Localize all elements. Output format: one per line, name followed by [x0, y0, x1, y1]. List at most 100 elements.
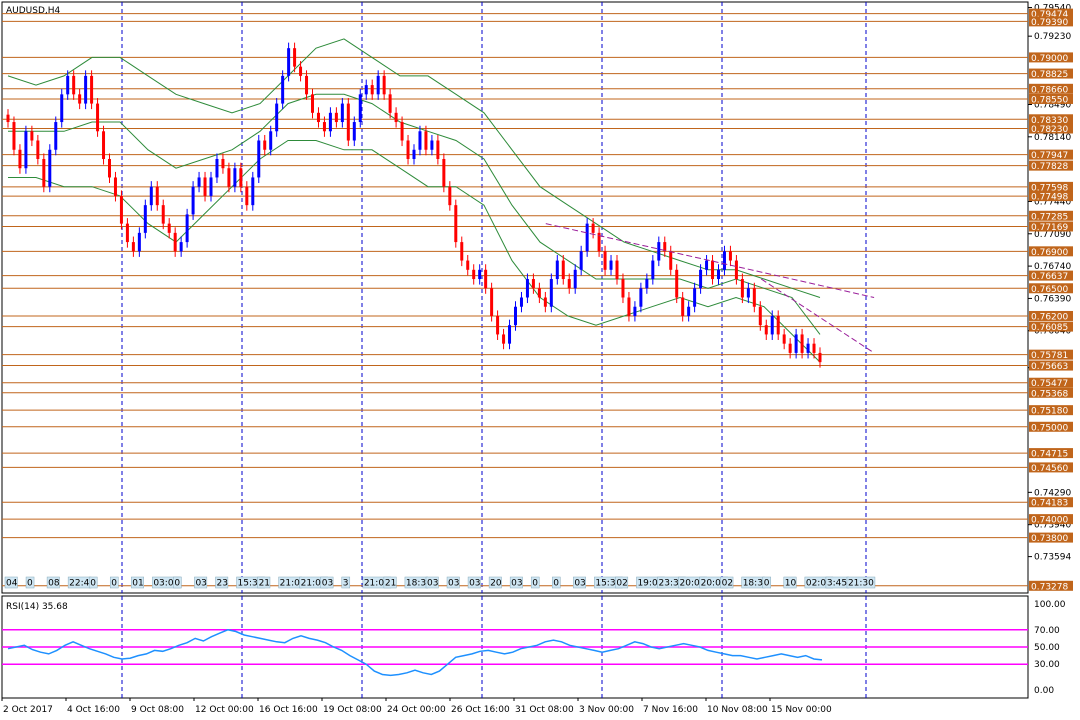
level-box	[1029, 149, 1073, 160]
level-label: 0.76200	[1031, 312, 1068, 322]
level-box	[1029, 462, 1073, 473]
time-box	[215, 576, 229, 589]
x-tick-label: 12 Oct 00:00	[195, 705, 254, 715]
candle-body	[96, 103, 100, 132]
candle-body	[370, 85, 374, 95]
level-box	[1029, 8, 1073, 19]
candle-body	[418, 131, 422, 150]
candle-body	[633, 306, 637, 316]
bollinger-mid	[8, 93, 821, 335]
rsi-tick-label: 30.00	[1034, 660, 1060, 670]
candle-body	[758, 306, 762, 326]
level-box	[1029, 270, 1073, 281]
candle-body	[514, 306, 517, 326]
x-tick-label: 10 Nov 08:00	[707, 705, 768, 715]
candle-body	[472, 269, 476, 280]
level-label: 0.73800	[1031, 534, 1068, 544]
x-tick-label: 9 Oct 08:00	[131, 705, 184, 715]
candle-body	[519, 297, 523, 307]
time-box-label: 03	[469, 579, 480, 589]
level-label: 0.75663	[1031, 362, 1068, 372]
candle-body	[537, 288, 541, 298]
candle-body	[734, 260, 738, 280]
candle-body	[311, 94, 314, 113]
candle-body	[293, 48, 297, 67]
time-box-label: 01	[132, 579, 143, 589]
level-box	[1029, 387, 1073, 398]
time-box-label: 02	[722, 579, 733, 589]
candle-body	[376, 75, 380, 95]
time-box-label: 03	[322, 579, 333, 589]
candle-body	[770, 315, 774, 335]
candle-body	[681, 297, 685, 316]
time-box	[552, 576, 561, 589]
level-box	[1029, 514, 1073, 525]
candle-body	[316, 112, 320, 123]
level-label: 0.75000	[1031, 423, 1068, 433]
candle-body	[364, 85, 368, 95]
level-box	[1029, 123, 1073, 134]
time-box-label: 03	[574, 579, 585, 589]
candle-body	[603, 251, 607, 270]
level-box	[1029, 221, 1073, 232]
time-box	[320, 576, 334, 589]
time-box-label: 20:00	[701, 579, 727, 589]
candle-body	[585, 223, 589, 252]
x-tick-label: 7 Nov 16:00	[643, 705, 698, 715]
trend-line	[545, 223, 875, 298]
candle-body	[287, 48, 291, 76]
bollinger-upper	[7, 38, 821, 298]
level-label: 0.75368	[1031, 389, 1068, 399]
level-label: 0.75180	[1031, 407, 1068, 417]
candle-body	[752, 288, 756, 307]
candle-body	[609, 260, 613, 270]
candle-body	[328, 112, 332, 132]
candle-body	[764, 325, 768, 335]
trend-lines	[545, 223, 875, 354]
level-label: 0.78230	[1031, 125, 1068, 135]
rsi-tick-label: 70.00	[1034, 626, 1060, 636]
time-box-label: 04	[6, 579, 18, 589]
candle-body	[161, 205, 165, 224]
candle-body	[717, 269, 720, 280]
candle-body	[155, 186, 159, 206]
price-tick-label: 0.74290	[1034, 488, 1071, 498]
candle-body	[6, 114, 10, 123]
time-box-label: 21:00	[301, 579, 327, 589]
time-box-label: 20:00	[680, 579, 706, 589]
candle-body	[454, 205, 458, 243]
time-box	[383, 576, 397, 589]
level-box	[1029, 360, 1073, 371]
candle-body	[549, 279, 553, 307]
time-box	[46, 576, 60, 589]
candle-body	[36, 140, 40, 159]
candle-body	[215, 158, 219, 178]
time-box-label: 3	[343, 579, 349, 589]
level-box	[1029, 83, 1073, 94]
candle-body	[561, 260, 565, 280]
candle-body	[90, 75, 94, 104]
candle-body	[508, 325, 512, 344]
time-box-label: 21:00	[364, 579, 390, 589]
time-box	[509, 576, 523, 589]
candle-body	[484, 269, 488, 289]
rsi-tick-label: 0.00	[1034, 686, 1054, 696]
candle-body	[209, 177, 213, 196]
time-box-label: 0	[553, 579, 559, 589]
candle-body	[257, 140, 261, 178]
level-label: 0.75781	[1031, 351, 1068, 361]
level-box	[1029, 68, 1073, 79]
candle-body	[382, 75, 386, 95]
candle-body	[645, 279, 649, 289]
time-box-label: 0	[90, 579, 96, 589]
candle-body	[579, 251, 583, 270]
time-box	[762, 576, 772, 589]
candle-body	[746, 288, 750, 298]
level-label: 0.77598	[1031, 183, 1068, 193]
level-label: 0.76500	[1031, 285, 1068, 295]
level-label: 0.74715	[1031, 450, 1068, 460]
time-box-label: 3:45	[827, 579, 847, 589]
rsi-tick-label: 50.00	[1034, 643, 1060, 653]
candle-body	[400, 122, 404, 141]
time-box	[131, 576, 144, 589]
